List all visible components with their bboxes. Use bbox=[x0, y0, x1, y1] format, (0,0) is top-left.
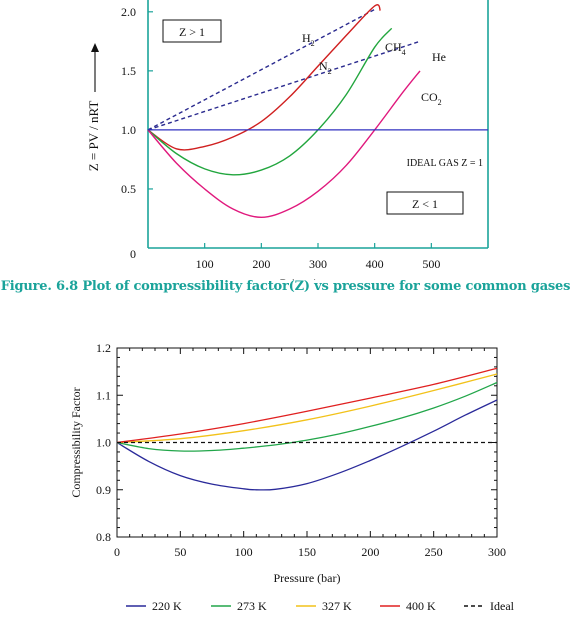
x-tick-label: 250 bbox=[425, 545, 443, 559]
legend-label-327-k: 327 K bbox=[322, 599, 352, 613]
y-tick-label: 2.0 bbox=[121, 5, 136, 19]
x-axis-label: Pressure (bar) bbox=[274, 571, 341, 585]
z-greater-box bbox=[162, 19, 222, 43]
chart-z-vs-pressure: 0.5 1.0 1.5 2.0 0 100 200 300 400 500 P (atm) Z = P… bbox=[86, 0, 489, 280]
legend-label-ideal: Ideal bbox=[490, 599, 515, 613]
y-axis-label: Compressibility Factor bbox=[69, 387, 83, 497]
x-tick-label: 200 bbox=[361, 545, 379, 559]
x-tick-label: 400 bbox=[366, 257, 384, 271]
z-greater-label: Z > 1 bbox=[179, 25, 205, 39]
x-tick-label: 50 bbox=[174, 545, 186, 559]
x-tick-label: 500 bbox=[422, 257, 440, 271]
series-line-ch4 bbox=[147, 27, 393, 176]
y-tick-label: 0.8 bbox=[96, 530, 111, 544]
series-label-he: He bbox=[432, 50, 446, 64]
series-line-n2 bbox=[147, 4, 381, 151]
series-line-220-k bbox=[116, 399, 498, 491]
series-label-h2: H2 bbox=[302, 31, 315, 48]
legend-label-220-k: 220 K bbox=[152, 599, 182, 613]
series-label-ch4: CH4 bbox=[385, 40, 406, 57]
x-tick-label: 300 bbox=[309, 257, 327, 271]
y-tick-label: 1.0 bbox=[121, 123, 136, 137]
series-line-h2 bbox=[147, 8, 375, 131]
legend-label-400-k: 400 K bbox=[406, 599, 436, 613]
series-line-co2 bbox=[147, 70, 421, 219]
y-axis-label: Z = PV / nRT bbox=[86, 101, 101, 172]
ideal-gas-label: IDEAL GAS Z = 1 bbox=[407, 158, 483, 169]
z-less-box bbox=[386, 191, 464, 215]
origin-tick-label: 0 bbox=[130, 247, 136, 261]
y-tick-label: 1.2 bbox=[96, 341, 111, 355]
series-label-n2: N2 bbox=[319, 59, 332, 76]
series-line-400-k bbox=[116, 367, 498, 444]
x-axis-label: P (atm) bbox=[280, 276, 318, 280]
y-tick-label: 1.0 bbox=[96, 436, 111, 450]
x-tick-label: 100 bbox=[196, 257, 214, 271]
series-line-273-k bbox=[116, 381, 498, 452]
y-tick-label: 1.1 bbox=[96, 388, 111, 402]
x-tick-label: 150 bbox=[298, 545, 316, 559]
series-line-327-k bbox=[116, 373, 498, 444]
series-line-he bbox=[147, 40, 421, 131]
y-tick-label: 0.9 bbox=[96, 483, 111, 497]
x-tick-label: 200 bbox=[252, 257, 270, 271]
x-tick-label: 100 bbox=[235, 545, 253, 559]
z-less-label: Z < 1 bbox=[412, 197, 438, 211]
series-label-co2: CO2 bbox=[421, 90, 442, 107]
chart-compressibility-vs-pressure: 0 50 100 150 200 250 300 0.8 0.9 1.0 1.1 1.2 Pressur… bbox=[69, 341, 515, 613]
y-axis-arrow-head bbox=[91, 43, 99, 52]
y-tick-label: 1.5 bbox=[121, 64, 136, 78]
y-tick-label: 0.5 bbox=[121, 182, 136, 196]
x-tick-label: 0 bbox=[114, 545, 120, 559]
figure-caption: Figure. 6.8 Plot of compressibility fact… bbox=[0, 279, 571, 294]
x-tick-label: 300 bbox=[488, 545, 506, 559]
legend-label-273-k: 273 K bbox=[237, 599, 267, 613]
